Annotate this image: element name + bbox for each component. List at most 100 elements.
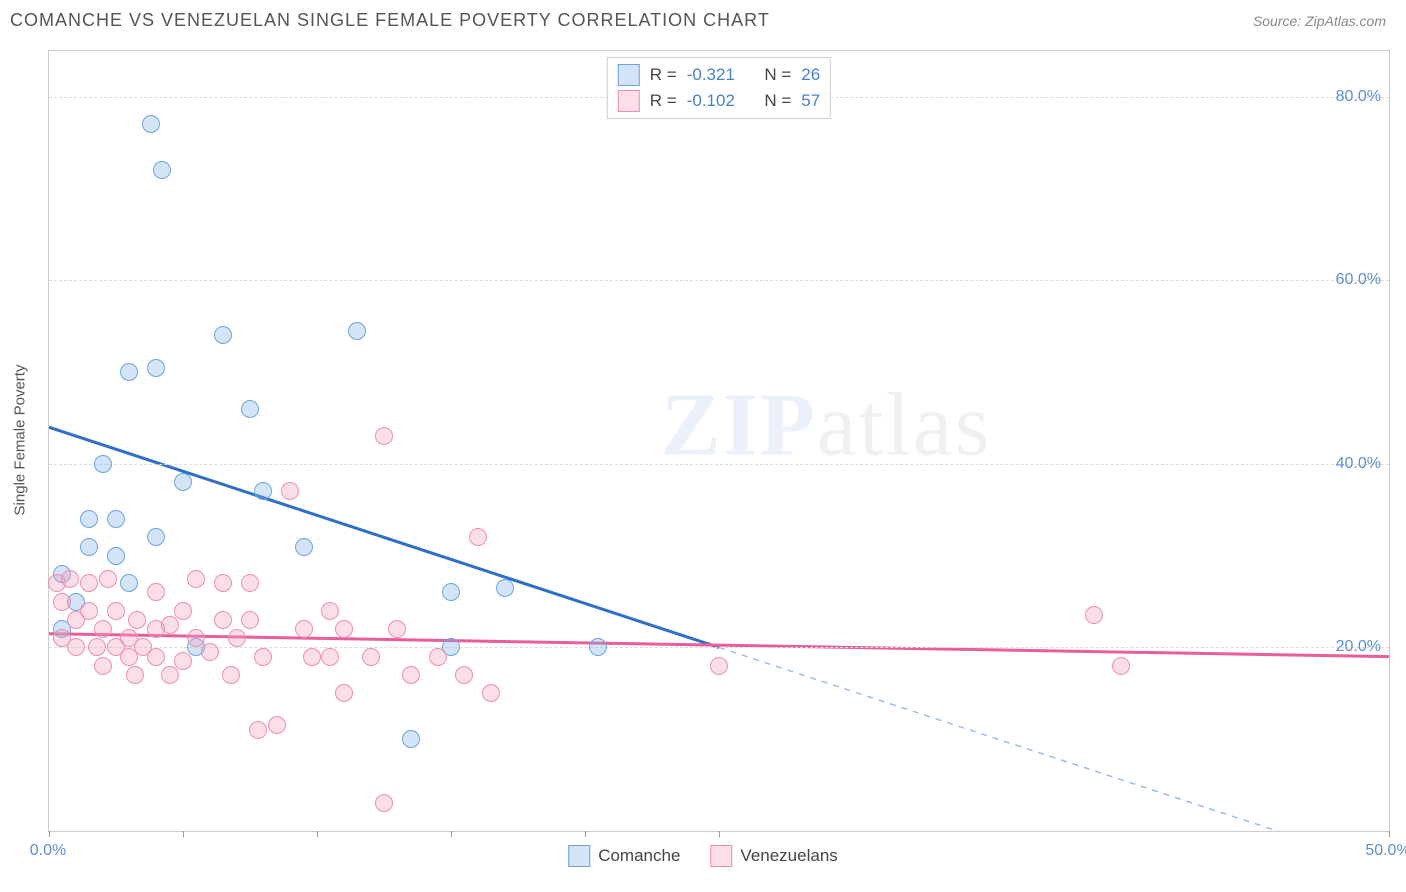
stats-row-venezuelans: R = -0.102 N = 57: [618, 88, 820, 114]
comanche-point: [402, 730, 420, 748]
venezuelans-point: [147, 648, 165, 666]
venezuelans-n-value: 57: [801, 88, 820, 114]
x-tick: [317, 831, 318, 837]
comanche-swatch: [618, 64, 640, 86]
comanche-point: [147, 528, 165, 546]
venezuelans-regression-line: [49, 634, 1389, 657]
y-tick-label: 80.0%: [1336, 88, 1381, 106]
comanche-point: [174, 473, 192, 491]
grid-line: [49, 647, 1389, 648]
venezuelans-point: [228, 629, 246, 647]
venezuelans-point: [214, 574, 232, 592]
comanche-regression-dashed: [719, 647, 1389, 831]
grid-line: [49, 280, 1389, 281]
comanche-point: [254, 482, 272, 500]
venezuelans-point: [249, 721, 267, 739]
venezuelans-point: [222, 666, 240, 684]
venezuelans-point: [429, 648, 447, 666]
watermark: ZIPatlas: [661, 374, 992, 477]
comanche-point: [295, 538, 313, 556]
venezuelans-point: [455, 666, 473, 684]
venezuelans-point: [80, 574, 98, 592]
venezuelans-point: [161, 666, 179, 684]
comanche-point: [107, 547, 125, 565]
venezuelans-legend-swatch: [710, 845, 732, 867]
plot-area: ZIPatlas 20.0% 40.0% 60.0% 80.0%: [49, 51, 1389, 831]
y-tick-label: 60.0%: [1336, 271, 1381, 289]
comanche-point: [241, 400, 259, 418]
comanche-r-value: -0.321: [687, 62, 735, 88]
source-attribution: Source: ZipAtlas.com: [1253, 13, 1386, 29]
comanche-point: [147, 359, 165, 377]
watermark-rest: atlas: [817, 376, 992, 475]
n-label: N =: [764, 62, 791, 88]
comanche-point: [107, 510, 125, 528]
venezuelans-point: [53, 593, 71, 611]
chart-plot-area: ZIPatlas 20.0% 40.0% 60.0% 80.0% R = -0.321…: [48, 50, 1390, 832]
legend-item-comanche: Comanche: [568, 845, 680, 867]
venezuelans-point: [128, 611, 146, 629]
x-tick-label: 0.0%: [30, 842, 66, 860]
x-tick: [49, 831, 50, 837]
comanche-point: [589, 638, 607, 656]
x-tick: [1389, 831, 1390, 837]
venezuelans-point: [254, 648, 272, 666]
x-tick: [183, 831, 184, 837]
n-label: N =: [764, 88, 791, 114]
venezuelans-point: [375, 794, 393, 812]
chart-title: COMANCHE VS VENEZUELAN SINGLE FEMALE POV…: [10, 10, 770, 31]
venezuelans-point: [362, 648, 380, 666]
venezuelans-point: [295, 620, 313, 638]
venezuelans-point: [174, 652, 192, 670]
comanche-point: [214, 326, 232, 344]
comanche-point: [348, 322, 366, 340]
venezuelans-point: [241, 611, 259, 629]
source-prefix: Source:: [1253, 13, 1305, 29]
stats-row-comanche: R = -0.321 N = 26: [618, 62, 820, 88]
watermark-zip: ZIP: [661, 376, 817, 475]
venezuelans-point: [187, 570, 205, 588]
venezuelans-point: [88, 638, 106, 656]
venezuelans-point: [80, 602, 98, 620]
legend-item-venezuelans: Venezuelans: [710, 845, 837, 867]
comanche-point: [120, 574, 138, 592]
comanche-point: [153, 161, 171, 179]
r-label: R =: [650, 88, 677, 114]
venezuelans-point: [174, 602, 192, 620]
venezuelans-point: [402, 666, 420, 684]
venezuelans-point: [241, 574, 259, 592]
venezuelans-point: [375, 427, 393, 445]
y-tick-label: 20.0%: [1336, 638, 1381, 656]
venezuelans-point: [147, 583, 165, 601]
comanche-legend-swatch: [568, 845, 590, 867]
venezuelans-point: [107, 602, 125, 620]
venezuelans-point: [469, 528, 487, 546]
venezuelans-point: [94, 620, 112, 638]
comanche-point: [80, 510, 98, 528]
y-axis-label: Single Female Poverty: [12, 365, 29, 516]
venezuelans-legend-label: Venezuelans: [740, 846, 837, 866]
venezuelans-point: [388, 620, 406, 638]
venezuelans-point: [61, 570, 79, 588]
venezuelans-point: [214, 611, 232, 629]
stats-legend-box: R = -0.321 N = 26R = -0.102 N = 57: [607, 57, 831, 119]
r-label: R =: [650, 62, 677, 88]
venezuelans-point: [321, 602, 339, 620]
venezuelans-point: [1085, 606, 1103, 624]
x-tick: [585, 831, 586, 837]
venezuelans-point: [482, 684, 500, 702]
venezuelans-point: [67, 638, 85, 656]
venezuelans-point: [126, 666, 144, 684]
x-tick-label: 50.0%: [1365, 842, 1406, 860]
venezuelans-point: [303, 648, 321, 666]
venezuelans-point: [99, 570, 117, 588]
venezuelans-point: [268, 716, 286, 734]
regression-lines-layer: [49, 51, 1389, 831]
venezuelans-point: [161, 616, 179, 634]
comanche-n-value: 26: [801, 62, 820, 88]
source-name: ZipAtlas.com: [1305, 13, 1386, 29]
bottom-legend: Comanche Venezuelans: [568, 838, 838, 874]
venezuelans-point: [94, 657, 112, 675]
y-tick-label: 40.0%: [1336, 455, 1381, 473]
comanche-point: [142, 115, 160, 133]
